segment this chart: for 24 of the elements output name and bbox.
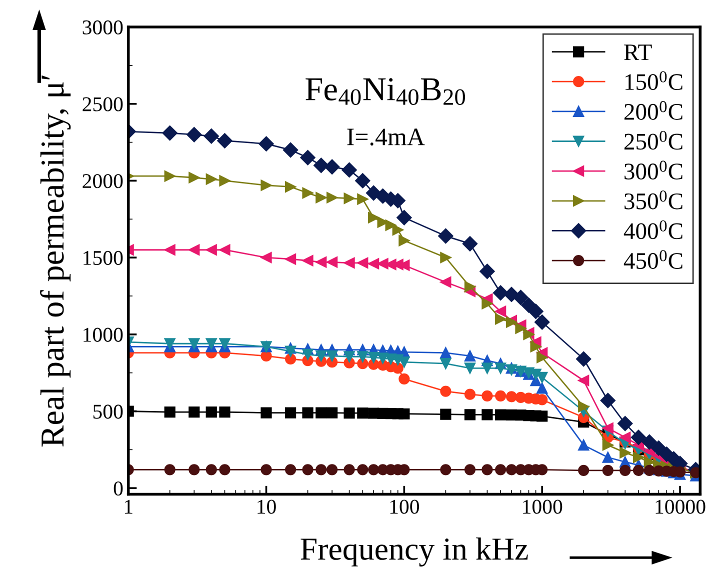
legend-label: 250$^{0}$C [624, 130, 682, 150]
y-tick-label: 0 [114, 481, 123, 496]
legend-label: 150$^{0}$C [626, 71, 682, 90]
y-tick-label: 1000 [84, 328, 123, 342]
y-tick-label: 1500 [84, 250, 123, 265]
y-tick-label: 500 [93, 404, 123, 419]
annotation: I=.4mA [347, 128, 425, 146]
annotation: Fe$_{40}$Ni$_{40}$B$_{20}$ [306, 78, 466, 105]
y-tick-label: 2000 [82, 174, 123, 188]
x-tick-label: 1000 [523, 500, 562, 514]
legend-label: 300$^{0}$C [624, 160, 682, 180]
x-tick-label: 10 [258, 500, 276, 514]
y-tick-label: 3000 [82, 20, 123, 34]
legend-label: 400$^{0}$C [624, 220, 682, 240]
y-tick-label: 2500 [82, 97, 123, 112]
x-tick-label: 100 [390, 500, 420, 514]
x-axis-title: Frequency in kHz [300, 537, 528, 567]
legend-label: RT [624, 44, 652, 60]
x-tick-label: 1 [124, 500, 132, 514]
legend-label: 200$^{0}$C [624, 101, 682, 120]
x-tick-label: 10000 [656, 500, 706, 514]
legend-label: 450$^{0}$C [624, 250, 682, 269]
legend-label: 350$^{0}$C [624, 190, 682, 210]
y-axis-title: Real part of permeability, μ′ [40, 75, 71, 447]
